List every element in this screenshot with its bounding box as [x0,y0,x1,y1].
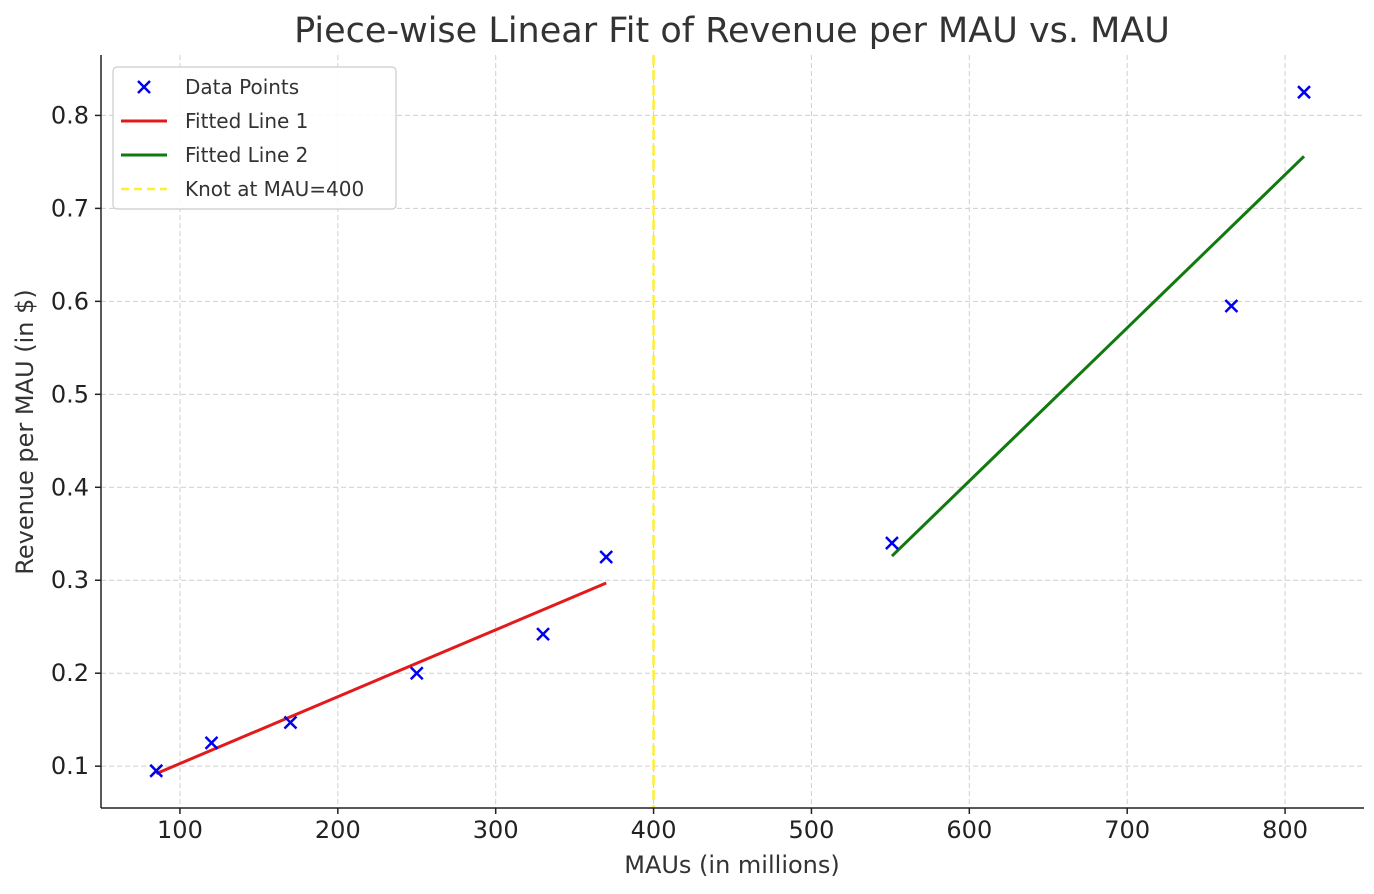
data-point [599,550,614,564]
data-point [204,736,219,750]
data-point-stroke [204,736,219,750]
y-tick-label: 0.2 [51,659,89,687]
data-point [149,763,164,778]
data-point-stroke [1224,299,1239,313]
x-tick-label: 500 [789,816,835,844]
y-tick-label: 0.3 [51,566,89,594]
data-points-layer [149,85,1311,778]
y-tick-label: 0.6 [51,287,89,315]
data-point-stroke [283,715,298,730]
data-point [283,715,298,730]
x-tick-label: 300 [473,816,519,844]
x-tick-label: 700 [1104,816,1150,844]
x-tick-label: 800 [1262,816,1308,844]
data-point [1224,299,1239,313]
data-point [1297,85,1311,100]
data-point-stroke [536,627,550,642]
data-point [885,536,899,550]
data-point-stroke [409,666,424,681]
data-point-stroke [599,550,614,564]
data-point-stroke [1297,85,1311,100]
y-axis-label: Revenue per MAU (in $) [11,289,39,574]
legend-label: Fitted Line 1 [185,109,308,133]
x-axis-label: MAUs (in millions) [624,851,840,879]
legend-marker-x [137,80,151,94]
y-tick-label: 0.4 [51,473,89,501]
x-tick-label: 200 [315,816,361,844]
x-tick-label: 100 [157,816,203,844]
x-tick-label: 400 [631,816,677,844]
y-tick-label: 0.8 [51,101,89,129]
y-tick-label: 0.5 [51,380,89,408]
legend-label: Data Points [185,75,299,99]
data-point [536,627,550,642]
legend: Data Points Fitted Line 1 Fitted Line 2 Kno… [112,66,397,210]
legend-box [112,66,397,210]
y-tick-label: 0.1 [51,752,89,780]
chart-title: Piece-wise Linear Fit of Revenue per MAU… [294,11,1170,51]
x-tick-label: 600 [946,816,992,844]
legend-label: Fitted Line 2 [185,143,308,167]
fitted-line [890,155,1306,558]
data-point [409,666,424,681]
fitted-lines-layer [155,155,1306,775]
y-tick-label: 0.7 [51,194,89,222]
axes: 100 200 300 400 500 600 700 800 0.1 0.2 0.3 0.4 0.5 0… [51,55,1364,844]
data-point-stroke [885,536,899,550]
legend-label: Knot at MAU=400 [185,177,364,201]
data-point-stroke [149,763,164,778]
fitted-line [155,581,607,775]
